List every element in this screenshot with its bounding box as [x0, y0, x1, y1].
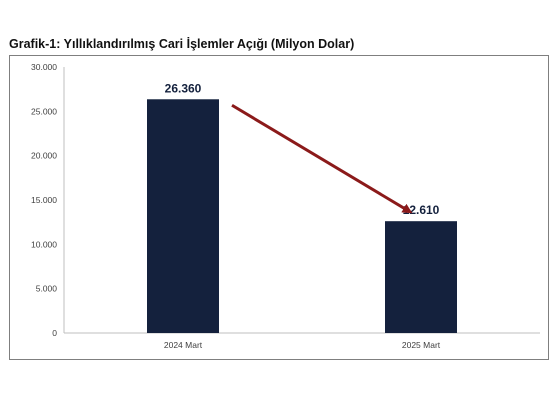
annotation-layer [231, 103, 413, 214]
y-tick-label: 25.000 [31, 106, 57, 116]
bar-value-label: 26.360 [165, 81, 202, 95]
y-tick-label: 15.000 [31, 195, 57, 205]
bar-chart: 0 5.000 10.000 15.000 20.000 25.000 30.000 26.… [31, 62, 540, 350]
chart-frame: 0 5.000 10.000 15.000 20.000 25.000 30.000 26.… [9, 55, 549, 360]
trend-arrow [231, 103, 413, 214]
chart-title: Grafik-1: Yıllıklandırılmış Cari İşlemle… [9, 37, 355, 51]
y-tick-label: 10.000 [31, 239, 57, 249]
y-tick-label: 20.000 [31, 151, 57, 161]
bar [385, 221, 457, 333]
x-tick-label: 2025 Mart [402, 340, 441, 350]
bars-layer [147, 99, 457, 334]
y-tick-label: 5.000 [36, 284, 58, 294]
y-tick-label: 0 [52, 328, 57, 338]
x-tick-label: 2024 Mart [164, 340, 203, 350]
axis-layer: 0 5.000 10.000 15.000 20.000 25.000 30.000 [31, 62, 540, 338]
y-tick-label: 30.000 [31, 62, 57, 72]
bar [147, 99, 219, 334]
